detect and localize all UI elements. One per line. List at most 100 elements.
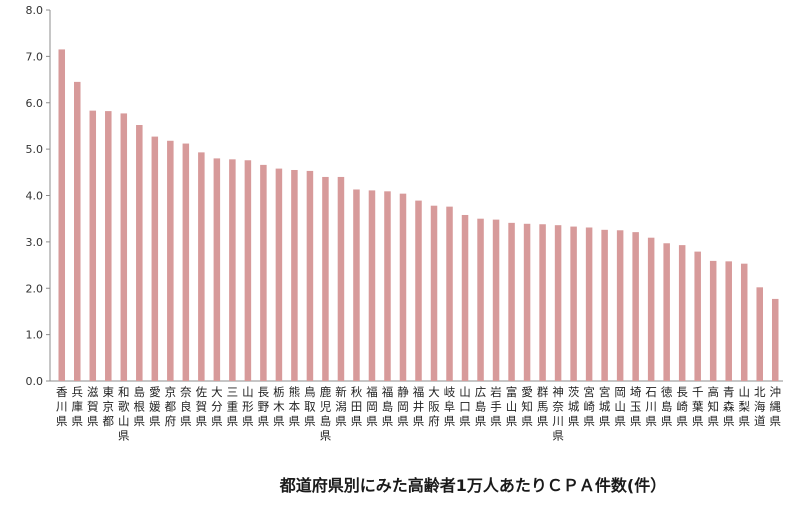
category-label: 沖縄県 xyxy=(769,385,781,428)
bar xyxy=(477,218,484,381)
bar xyxy=(570,226,577,381)
bar xyxy=(399,193,407,381)
bar xyxy=(709,260,717,381)
category-label: 佐賀県 xyxy=(196,385,208,428)
category-label: 兵庫県 xyxy=(72,385,84,428)
bar xyxy=(725,261,732,381)
y-tick-label: 0.0 xyxy=(26,375,44,388)
bar xyxy=(771,298,779,381)
bar xyxy=(492,219,500,381)
bar xyxy=(415,200,422,381)
category-label: 茨城県 xyxy=(568,385,580,428)
bar xyxy=(461,214,469,381)
bar xyxy=(229,159,236,381)
category-label: 山形県 xyxy=(242,385,254,428)
category-label: 愛知県 xyxy=(521,385,533,428)
category-label: 長野県 xyxy=(258,385,270,428)
category-label: 広島県 xyxy=(475,385,487,428)
bar xyxy=(120,113,128,382)
category-label: 山梨県 xyxy=(738,385,750,428)
category-label: 岩手県 xyxy=(490,385,502,428)
category-label: 香川県 xyxy=(56,385,68,428)
category-label: 新潟県 xyxy=(335,385,347,428)
category-label: 宮城県 xyxy=(599,385,611,428)
bar xyxy=(678,245,686,381)
bar xyxy=(554,225,562,381)
bar xyxy=(384,191,391,381)
category-label: 宮崎県 xyxy=(583,385,595,428)
category-label: 熊本県 xyxy=(289,385,301,428)
category-label: 島根県 xyxy=(134,385,146,428)
bar xyxy=(58,49,66,382)
bar xyxy=(167,140,174,381)
bar xyxy=(322,176,329,381)
y-tick-label: 5.0 xyxy=(26,143,44,156)
category-label: 鳥取県 xyxy=(304,385,316,428)
category-label: 静岡県 xyxy=(397,385,409,428)
bar xyxy=(616,230,624,381)
category-label: 大阪府 xyxy=(428,385,440,428)
bar xyxy=(151,136,159,381)
bar xyxy=(213,158,221,381)
category-label: 栃木県 xyxy=(273,385,285,428)
bar xyxy=(523,223,531,381)
bar xyxy=(89,110,97,381)
category-label: 大分県 xyxy=(211,385,223,428)
category-label: 京都府 xyxy=(165,385,177,428)
bar xyxy=(306,170,314,381)
category-label: 千葉県 xyxy=(692,385,704,428)
category-label: 鹿児島県 xyxy=(320,385,332,443)
category-label: 愛媛県 xyxy=(149,385,161,428)
category-label: 滋賀県 xyxy=(87,385,99,428)
bar xyxy=(756,287,763,381)
bar xyxy=(136,125,143,381)
category-label: 神奈川県 xyxy=(552,385,564,443)
category-label: 北海道 xyxy=(754,385,766,428)
category-label: 高知県 xyxy=(707,385,719,428)
bar xyxy=(647,237,655,381)
y-tick-label: 2.0 xyxy=(26,282,44,295)
category-label: 岡山県 xyxy=(614,385,626,428)
bar xyxy=(585,227,593,381)
y-tick-label: 4.0 xyxy=(26,190,44,203)
bar xyxy=(368,190,376,381)
bar xyxy=(74,81,81,381)
category-labels: 香川県兵庫県滋賀県東京都和歌山県島根県愛媛県京都府奈良県佐賀県大分県三重県山形県… xyxy=(56,385,781,443)
bar xyxy=(275,168,283,381)
bar xyxy=(182,143,190,381)
bar xyxy=(601,229,608,381)
bar xyxy=(663,243,670,381)
y-tick-label: 3.0 xyxy=(26,236,44,249)
bar xyxy=(508,222,515,381)
category-label: 富山県 xyxy=(506,385,518,428)
bars xyxy=(58,49,779,382)
y-tick-label: 6.0 xyxy=(26,97,44,110)
bar xyxy=(244,160,252,381)
bar xyxy=(539,224,546,381)
bar xyxy=(291,169,298,381)
category-label: 埼玉県 xyxy=(630,385,642,428)
category-label: 岐阜県 xyxy=(444,385,456,428)
category-label: 群馬県 xyxy=(537,385,549,428)
bar xyxy=(632,232,639,381)
category-label: 福井県 xyxy=(413,385,425,428)
category-label: 三重県 xyxy=(227,385,239,428)
category-label: 福島県 xyxy=(382,385,394,428)
category-label: 和歌山県 xyxy=(118,385,130,443)
bar xyxy=(740,263,748,381)
bar xyxy=(353,189,360,381)
category-label: 秋田県 xyxy=(351,385,363,428)
category-label: 青森県 xyxy=(723,385,735,428)
bar xyxy=(446,206,453,381)
y-tick-label: 8.0 xyxy=(26,4,44,17)
category-label: 徳島県 xyxy=(661,385,673,428)
bar xyxy=(260,164,267,381)
bar xyxy=(337,176,345,381)
bar xyxy=(198,152,205,381)
bar xyxy=(694,251,701,381)
bar xyxy=(430,205,438,381)
category-label: 石川県 xyxy=(645,385,657,428)
category-label: 山口県 xyxy=(459,385,471,428)
category-label: 長崎県 xyxy=(676,385,688,428)
